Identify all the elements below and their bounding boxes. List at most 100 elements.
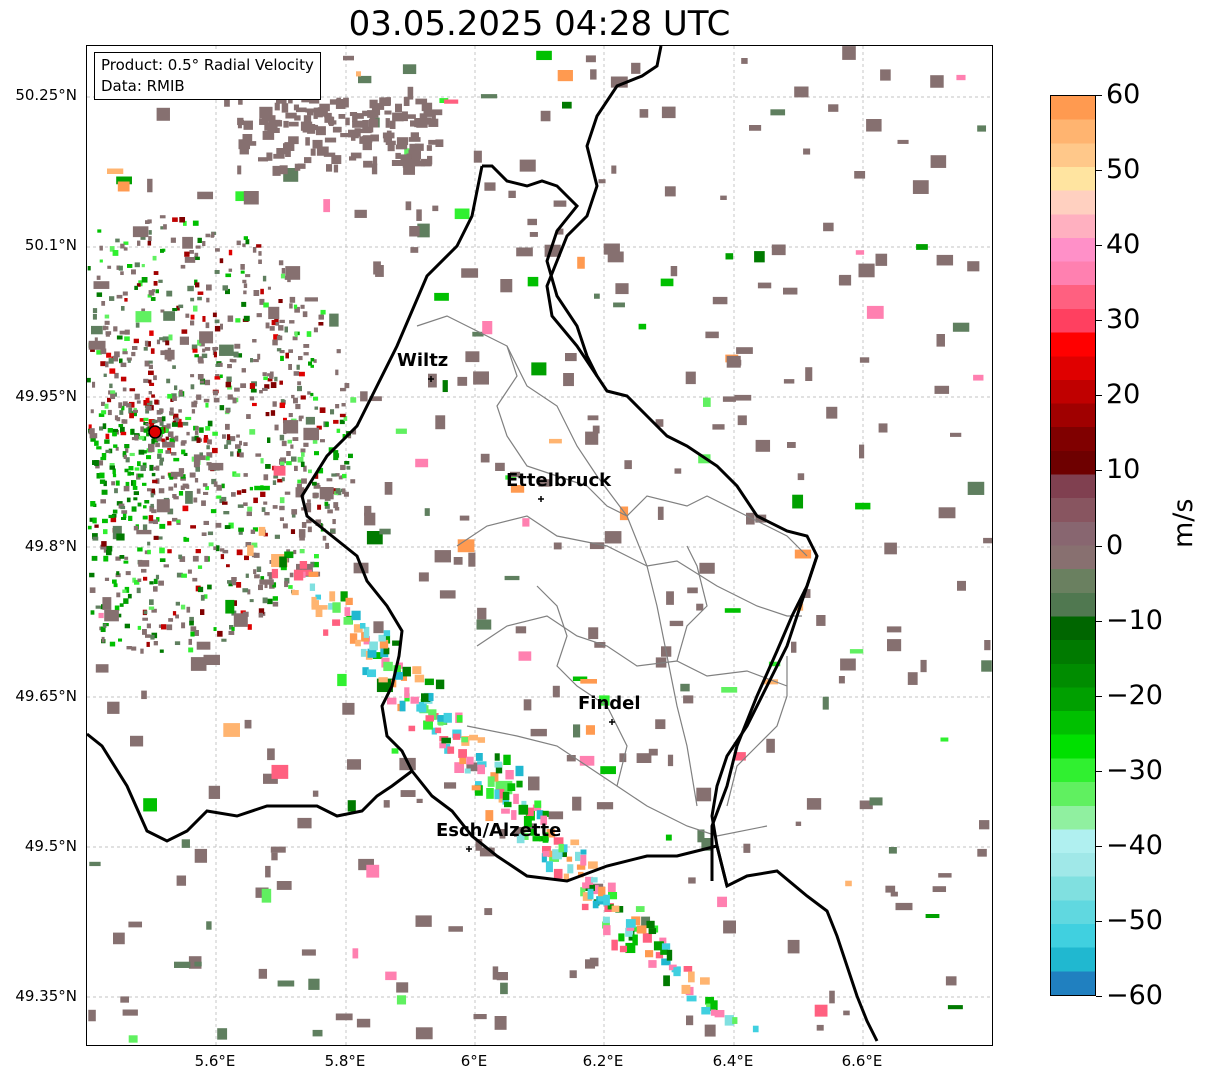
- radar-pixel: [204, 379, 211, 386]
- radar-pixel: [138, 435, 145, 440]
- radar-pixel: [289, 296, 296, 303]
- radar-pixel: [149, 581, 154, 585]
- radar-pixel: [279, 556, 287, 568]
- radar-pixel: [880, 69, 891, 81]
- radar-pixel: [356, 71, 362, 77]
- radar-pixel: [178, 554, 183, 560]
- radar-pixel: [113, 432, 117, 437]
- commune-boundary: [456, 515, 802, 617]
- radar-pixel: [741, 58, 748, 64]
- radar-pixel: [150, 503, 154, 508]
- radar-pixel: [272, 401, 277, 407]
- radar-pixel: [163, 311, 176, 321]
- radar-pixel: [553, 868, 563, 879]
- radar-pixel: [930, 75, 944, 88]
- radar-pixel: [530, 828, 537, 836]
- radar-pixel: [250, 529, 256, 534]
- radar-pixel: [286, 461, 292, 466]
- radar-pixel: [326, 164, 333, 172]
- radar-pixel: [362, 667, 369, 676]
- radar-pixel: [140, 426, 145, 432]
- radar-pixel: [237, 504, 244, 508]
- radar-pixel: [137, 473, 144, 478]
- radar-pixel: [106, 352, 112, 358]
- radar-pixel: [98, 612, 104, 619]
- radar-pixel: [687, 587, 698, 594]
- radar-pixel: [281, 103, 289, 113]
- radar-pixel: [101, 410, 107, 415]
- radar-pixel: [155, 465, 160, 471]
- radar-pixel: [101, 301, 106, 306]
- radar-pixel: [166, 290, 173, 297]
- radar-pixel: [244, 719, 252, 729]
- radar-pixel: [259, 118, 269, 125]
- radar-pixel: [327, 509, 333, 514]
- radar-pixel: [331, 155, 342, 165]
- radar-pixel: [668, 964, 677, 971]
- radar-pixel: [435, 139, 444, 148]
- radar-pixel: [814, 1004, 828, 1017]
- radar-pixel: [315, 594, 322, 600]
- radar-pixel: [115, 556, 121, 561]
- radar-pixel: [175, 601, 180, 606]
- radar-pixel: [369, 99, 378, 109]
- radar-pixel: [216, 495, 222, 499]
- radar-pixel: [193, 454, 200, 468]
- radar-pixel: [265, 412, 270, 417]
- radar-pixel: [310, 148, 316, 156]
- radar-pixel: [292, 437, 299, 441]
- radar-pixel: [387, 142, 395, 152]
- radar-pixel: [124, 336, 130, 341]
- radar-map[interactable]: [86, 45, 993, 1046]
- radar-pixel: [170, 438, 175, 445]
- radar-pixel: [395, 103, 402, 113]
- radar-pixel: [663, 975, 670, 987]
- radar-pixel: [227, 580, 233, 584]
- radar-pixel: [120, 426, 125, 433]
- radar-pixel: [587, 415, 599, 421]
- radar-pixel: [552, 685, 560, 698]
- radar-pixel: [600, 766, 616, 775]
- radar-pixel: [203, 654, 220, 666]
- radar-pixel: [657, 506, 664, 520]
- radar-pixel: [471, 785, 481, 791]
- radar-pixel: [794, 86, 809, 98]
- radar-pixel: [250, 358, 254, 363]
- radar-pixel: [112, 525, 122, 540]
- radar-pixel: [335, 404, 340, 409]
- radar-pixel: [332, 619, 341, 626]
- radar-pixel: [253, 497, 258, 504]
- lat-tick-label: 49.8°N: [24, 537, 77, 555]
- radar-pixel: [666, 949, 673, 961]
- radar-pixel: [193, 630, 199, 636]
- radar-pixel: [344, 607, 351, 617]
- radar-pixel: [123, 454, 127, 460]
- radar-pixel: [109, 383, 113, 389]
- radar-pixel: [625, 927, 634, 937]
- radar-pixel: [194, 354, 199, 358]
- radar-pixel: [148, 515, 154, 521]
- radar-pixel: [203, 435, 208, 439]
- radar-pixel: [607, 904, 614, 910]
- radar-pixel: [226, 434, 231, 441]
- radar-pixel: [323, 105, 328, 116]
- radar-pixel: [124, 298, 128, 302]
- radar-pixel: [297, 385, 302, 392]
- radar-pixel: [936, 334, 945, 347]
- radar-pixel: [725, 253, 734, 260]
- radar-pixel: [126, 497, 131, 503]
- radar-pixel: [269, 582, 275, 589]
- radar-pixel: [92, 313, 97, 320]
- radar-pixel: [461, 737, 469, 743]
- radar-pixel: [936, 254, 954, 266]
- radar-pixel: [173, 457, 180, 462]
- radar-pixel: [338, 114, 346, 119]
- radar-pixel: [494, 789, 500, 800]
- radar-pixel: [137, 625, 142, 630]
- radar-pixel: [524, 823, 534, 832]
- radar-pixel: [262, 372, 267, 377]
- colorbar-tick-label: −50: [1106, 904, 1163, 936]
- radar-pixel: [392, 640, 400, 646]
- radar-pixel: [245, 239, 250, 245]
- radar-pixel: [335, 473, 340, 477]
